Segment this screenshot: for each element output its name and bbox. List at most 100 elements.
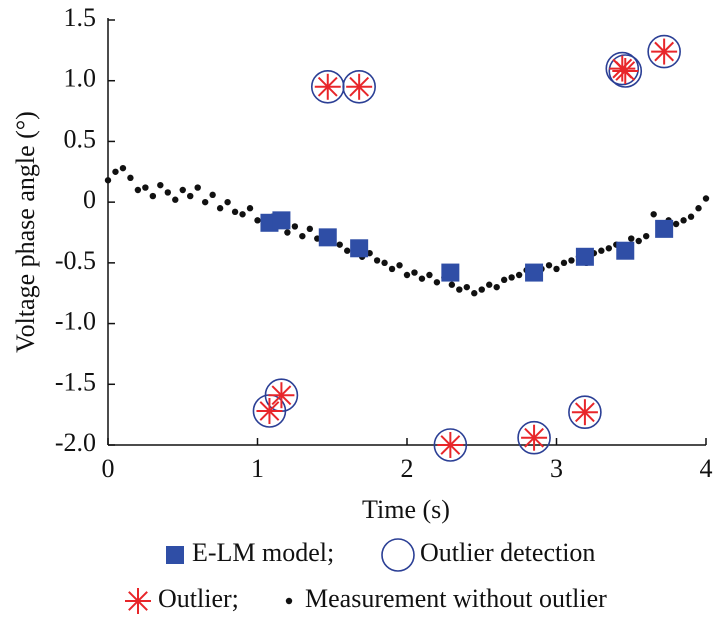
point xyxy=(336,241,343,248)
point xyxy=(388,265,396,273)
point xyxy=(605,245,613,252)
y-tick-label: -1.0 xyxy=(55,307,96,336)
point xyxy=(350,239,369,258)
legend-label: Measurement without outlier xyxy=(305,584,607,613)
point xyxy=(119,164,127,172)
point xyxy=(456,286,463,293)
point xyxy=(314,73,341,100)
point xyxy=(695,205,702,212)
point xyxy=(598,247,605,254)
point xyxy=(306,225,314,233)
x-tick-label: 3 xyxy=(550,454,563,483)
point xyxy=(142,184,149,191)
y-tick-label: -1.5 xyxy=(55,367,96,396)
point xyxy=(521,424,548,451)
point xyxy=(568,395,602,430)
point xyxy=(231,208,239,216)
point xyxy=(571,399,598,426)
point xyxy=(486,281,493,288)
point xyxy=(515,271,523,279)
point xyxy=(628,235,635,242)
star-spoke xyxy=(440,435,461,455)
point xyxy=(493,283,500,291)
legend-marker xyxy=(166,546,184,564)
point xyxy=(616,241,635,260)
point xyxy=(702,195,710,202)
point xyxy=(157,181,164,189)
star-spoke xyxy=(317,76,338,97)
legend-label: Outlier; xyxy=(158,584,239,613)
point xyxy=(575,247,594,266)
point xyxy=(104,177,112,184)
x-tick-label: 4 xyxy=(700,454,713,483)
point xyxy=(508,274,515,281)
x-tick-label: 1 xyxy=(251,454,264,483)
point xyxy=(284,229,291,236)
point xyxy=(134,186,142,194)
point xyxy=(651,38,678,65)
point xyxy=(164,189,171,196)
legend-label: Outlier detection xyxy=(420,538,595,567)
point xyxy=(471,290,478,297)
point xyxy=(187,192,194,200)
point xyxy=(373,257,381,264)
point xyxy=(346,73,373,100)
point xyxy=(172,196,179,203)
star-spoke xyxy=(271,385,292,406)
point xyxy=(560,259,568,267)
point xyxy=(553,265,560,273)
point xyxy=(687,213,695,220)
point xyxy=(647,34,681,69)
point xyxy=(568,257,575,264)
point xyxy=(194,184,201,191)
point xyxy=(272,211,291,230)
y-tick-label: 1.5 xyxy=(64,3,97,32)
point xyxy=(650,211,657,218)
point xyxy=(680,217,687,224)
point xyxy=(381,259,388,267)
point xyxy=(437,432,464,458)
y-tick-label: 1.0 xyxy=(64,64,97,93)
point xyxy=(517,420,551,455)
point xyxy=(268,382,295,409)
point xyxy=(127,174,134,182)
point xyxy=(209,191,216,199)
point xyxy=(426,271,433,279)
point xyxy=(478,286,485,293)
point xyxy=(448,281,456,288)
star-spoke xyxy=(128,591,148,611)
point xyxy=(201,198,209,206)
star-spoke xyxy=(524,427,544,448)
point xyxy=(254,217,261,224)
legend-marker xyxy=(285,597,293,605)
point xyxy=(299,232,306,240)
star-spoke xyxy=(615,61,636,81)
point xyxy=(463,283,470,291)
point xyxy=(256,398,283,424)
legend-label: E-LM model; xyxy=(192,538,334,567)
star-spoke xyxy=(575,402,595,423)
point xyxy=(608,54,643,88)
point xyxy=(246,205,254,212)
star-spoke xyxy=(654,41,675,62)
y-tick-label: 0.5 xyxy=(64,124,97,153)
point xyxy=(612,58,639,84)
point xyxy=(149,192,157,200)
point xyxy=(344,247,351,254)
y-axis-label: Voltage phase angle (°) xyxy=(11,111,40,353)
point xyxy=(500,276,508,284)
star-spoke xyxy=(349,76,370,97)
point xyxy=(216,205,224,212)
point xyxy=(396,262,403,269)
point xyxy=(291,223,299,230)
point xyxy=(433,428,468,462)
point xyxy=(605,51,640,86)
x-tick-label: 2 xyxy=(401,454,414,483)
point xyxy=(403,271,411,279)
point xyxy=(112,168,119,175)
point xyxy=(441,263,460,282)
point xyxy=(433,279,441,286)
point xyxy=(643,232,650,240)
